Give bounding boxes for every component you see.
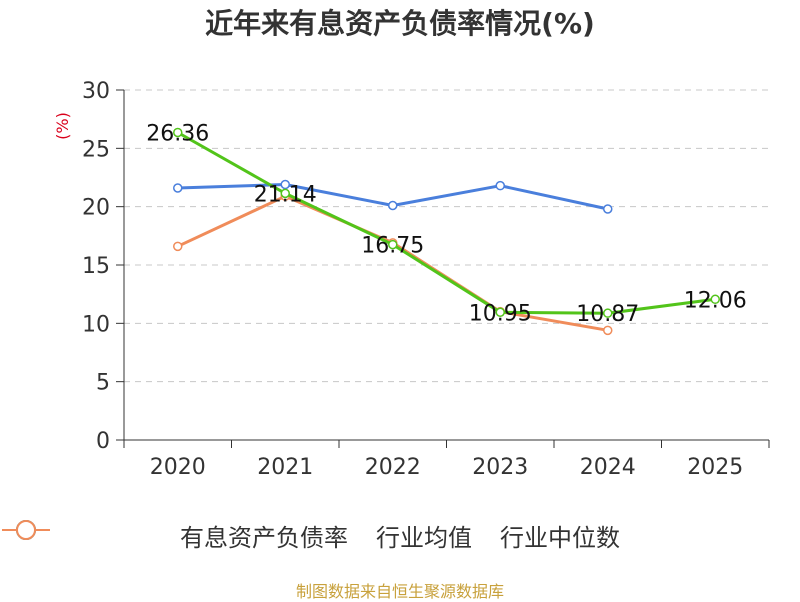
series-line-0 bbox=[177, 131, 716, 315]
series-point-0 bbox=[173, 127, 183, 138]
x-tick-label: 2022 bbox=[365, 455, 421, 480]
x-tick-label: 2023 bbox=[472, 455, 528, 480]
x-tick-label: 2021 bbox=[257, 455, 313, 480]
x-tick-label: 2025 bbox=[687, 455, 743, 480]
data-label: 12.06 bbox=[684, 288, 747, 313]
data-label: 26.36 bbox=[146, 121, 209, 146]
y-tick-label: 10 bbox=[82, 312, 110, 337]
y-axis-unit-label: (%) bbox=[53, 112, 72, 140]
source-note: 制图数据来自恒生聚源数据库 bbox=[295, 582, 504, 601]
data-label: 10.95 bbox=[469, 301, 532, 326]
y-tick-label: 30 bbox=[82, 79, 110, 104]
legend-label-debt-ratio: 有息资产负债率 bbox=[180, 524, 348, 552]
legend-item-debt-ratio[interactable]: 有息资产负债率 bbox=[2, 518, 348, 553]
series-point-1 bbox=[280, 179, 290, 190]
series-point-0 bbox=[710, 294, 720, 305]
series-point-1 bbox=[388, 200, 398, 211]
y-tick-label: 0 bbox=[96, 429, 110, 454]
y-tick-label: 5 bbox=[96, 371, 110, 396]
series-point-1 bbox=[603, 204, 613, 214]
y-tick-label: 15 bbox=[82, 254, 110, 279]
legend-item-industry-median[interactable]: 行业中位数 bbox=[2, 518, 620, 553]
series-point-0 bbox=[603, 308, 613, 318]
legend-swatch-industry-median bbox=[2, 520, 50, 540]
legend-label-industry-median: 行业中位数 bbox=[500, 524, 620, 552]
series-point-2 bbox=[173, 241, 183, 252]
legend-item-industry-mean[interactable]: 行业均值 bbox=[2, 518, 472, 553]
legend: 有息资产负债率 行业均值 行业中位数 bbox=[0, 518, 800, 553]
x-tick-label: 2020 bbox=[150, 455, 206, 480]
y-tick-label: 20 bbox=[82, 196, 110, 221]
legend-label-industry-mean: 行业均值 bbox=[376, 524, 472, 552]
x-tick-label: 2024 bbox=[580, 455, 636, 480]
series-line-2 bbox=[177, 194, 609, 332]
series-point-0 bbox=[280, 188, 290, 199]
series-point-0 bbox=[388, 239, 398, 250]
data-label: 21.14 bbox=[254, 182, 317, 207]
chart-title: 近年来有息资产负债率情况(%) bbox=[205, 7, 595, 40]
data-label: 10.87 bbox=[576, 302, 639, 327]
series-point-2 bbox=[603, 325, 613, 336]
series-point-1 bbox=[173, 183, 183, 193]
y-tick-label: 25 bbox=[82, 137, 110, 162]
series-point-0 bbox=[495, 307, 505, 317]
series-point-1 bbox=[495, 180, 505, 191]
data-label: 16.75 bbox=[361, 234, 424, 259]
